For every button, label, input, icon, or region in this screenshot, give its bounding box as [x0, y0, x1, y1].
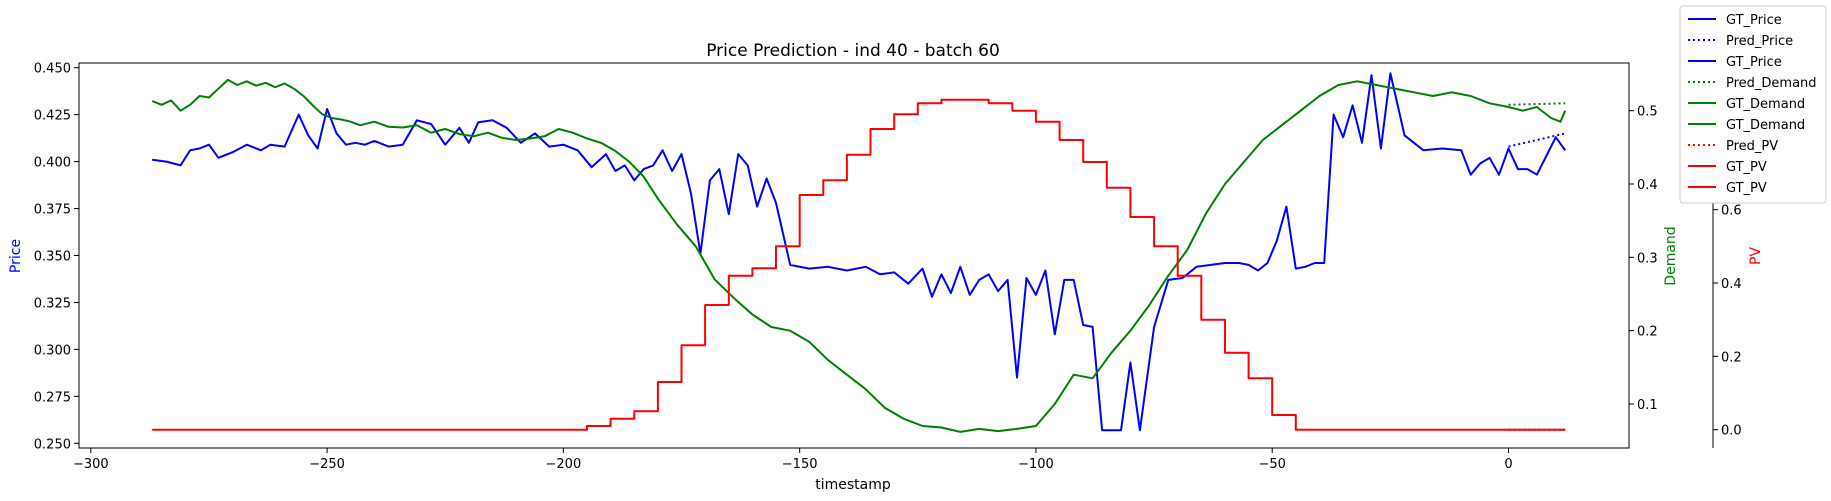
series-gt-pv-line	[152, 98, 1509, 431]
legend-label: Pred_Demand	[1726, 76, 1817, 91]
x-tick-label: 0	[1504, 457, 1512, 472]
pv-axis: 0.0 0.2 0.4 0.6	[1712, 63, 1742, 448]
price-tick-label: 0.450	[34, 62, 71, 77]
x-axis-label: timestamp	[815, 477, 891, 493]
demand-axis-label: Demand	[1663, 226, 1679, 285]
legend: GT_Price Pred_Price GT_Price Pred_Demand GT_…	[1679, 5, 1827, 204]
x-tick-label: −150	[782, 457, 818, 472]
price-axis: 0.250 0.275 0.300 0.325 0.350 0.375 0.400 0.425…	[34, 62, 79, 452]
series-gt-demand-line	[151, 78, 1567, 433]
legend-label: Pred_Price	[1726, 34, 1793, 49]
demand-tick-label: 0.2	[1637, 325, 1658, 340]
price-tick-label: 0.275	[34, 390, 71, 405]
pv-tick-label: 0.4	[1721, 277, 1742, 292]
legend-label: GT_Price	[1726, 13, 1782, 28]
legend-label: GT_Demand	[1726, 118, 1805, 133]
chart-title: Price Prediction - ind 40 - batch 60	[706, 41, 1000, 61]
pv-tick-label: 0.0	[1721, 424, 1742, 439]
demand-tick-label: 0.3	[1637, 251, 1658, 266]
price-tick-label: 0.325	[34, 296, 71, 311]
plot-frame	[78, 62, 1630, 449]
price-tick-label: 0.425	[34, 109, 71, 124]
price-axis-label: Price	[8, 239, 24, 273]
price-tick-label: 0.375	[34, 203, 71, 218]
legend-box	[1679, 5, 1827, 204]
demand-tick-label: 0.4	[1637, 178, 1658, 193]
series-pred-demand-line	[1508, 102, 1566, 106]
x-tick-label: −200	[546, 457, 582, 472]
x-tick-label: −50	[1258, 457, 1285, 472]
legend-label: GT_Demand	[1726, 97, 1805, 112]
demand-tick-label: 0.1	[1637, 398, 1658, 413]
legend-label: GT_Price	[1726, 55, 1782, 70]
price-tick-label: 0.250	[34, 437, 71, 452]
x-tick-label: −300	[73, 457, 109, 472]
x-axis: −300 −250 −200 −150 −100 −50 0	[73, 448, 1513, 472]
x-tick-label: −100	[1018, 457, 1054, 472]
pv-tick-label: 0.2	[1721, 350, 1742, 365]
demand-axis: 0.1 0.2 0.3 0.4 0.5	[1629, 105, 1658, 413]
legend-label: GT_PV	[1726, 181, 1767, 196]
series-gt-price-line	[152, 72, 1567, 432]
pv-axis-label: PV	[1748, 247, 1764, 265]
price-tick-label: 0.400	[34, 156, 71, 171]
demand-tick-label: 0.5	[1637, 105, 1658, 120]
price-tick-label: 0.300	[34, 343, 71, 358]
legend-label: GT_PV	[1726, 160, 1767, 175]
x-tick-label: −250	[309, 457, 345, 472]
pv-tick-label: 0.6	[1721, 204, 1742, 219]
legend-label: Pred_PV	[1726, 139, 1778, 154]
price-tick-label: 0.350	[34, 250, 71, 265]
series-layer	[151, 72, 1567, 433]
